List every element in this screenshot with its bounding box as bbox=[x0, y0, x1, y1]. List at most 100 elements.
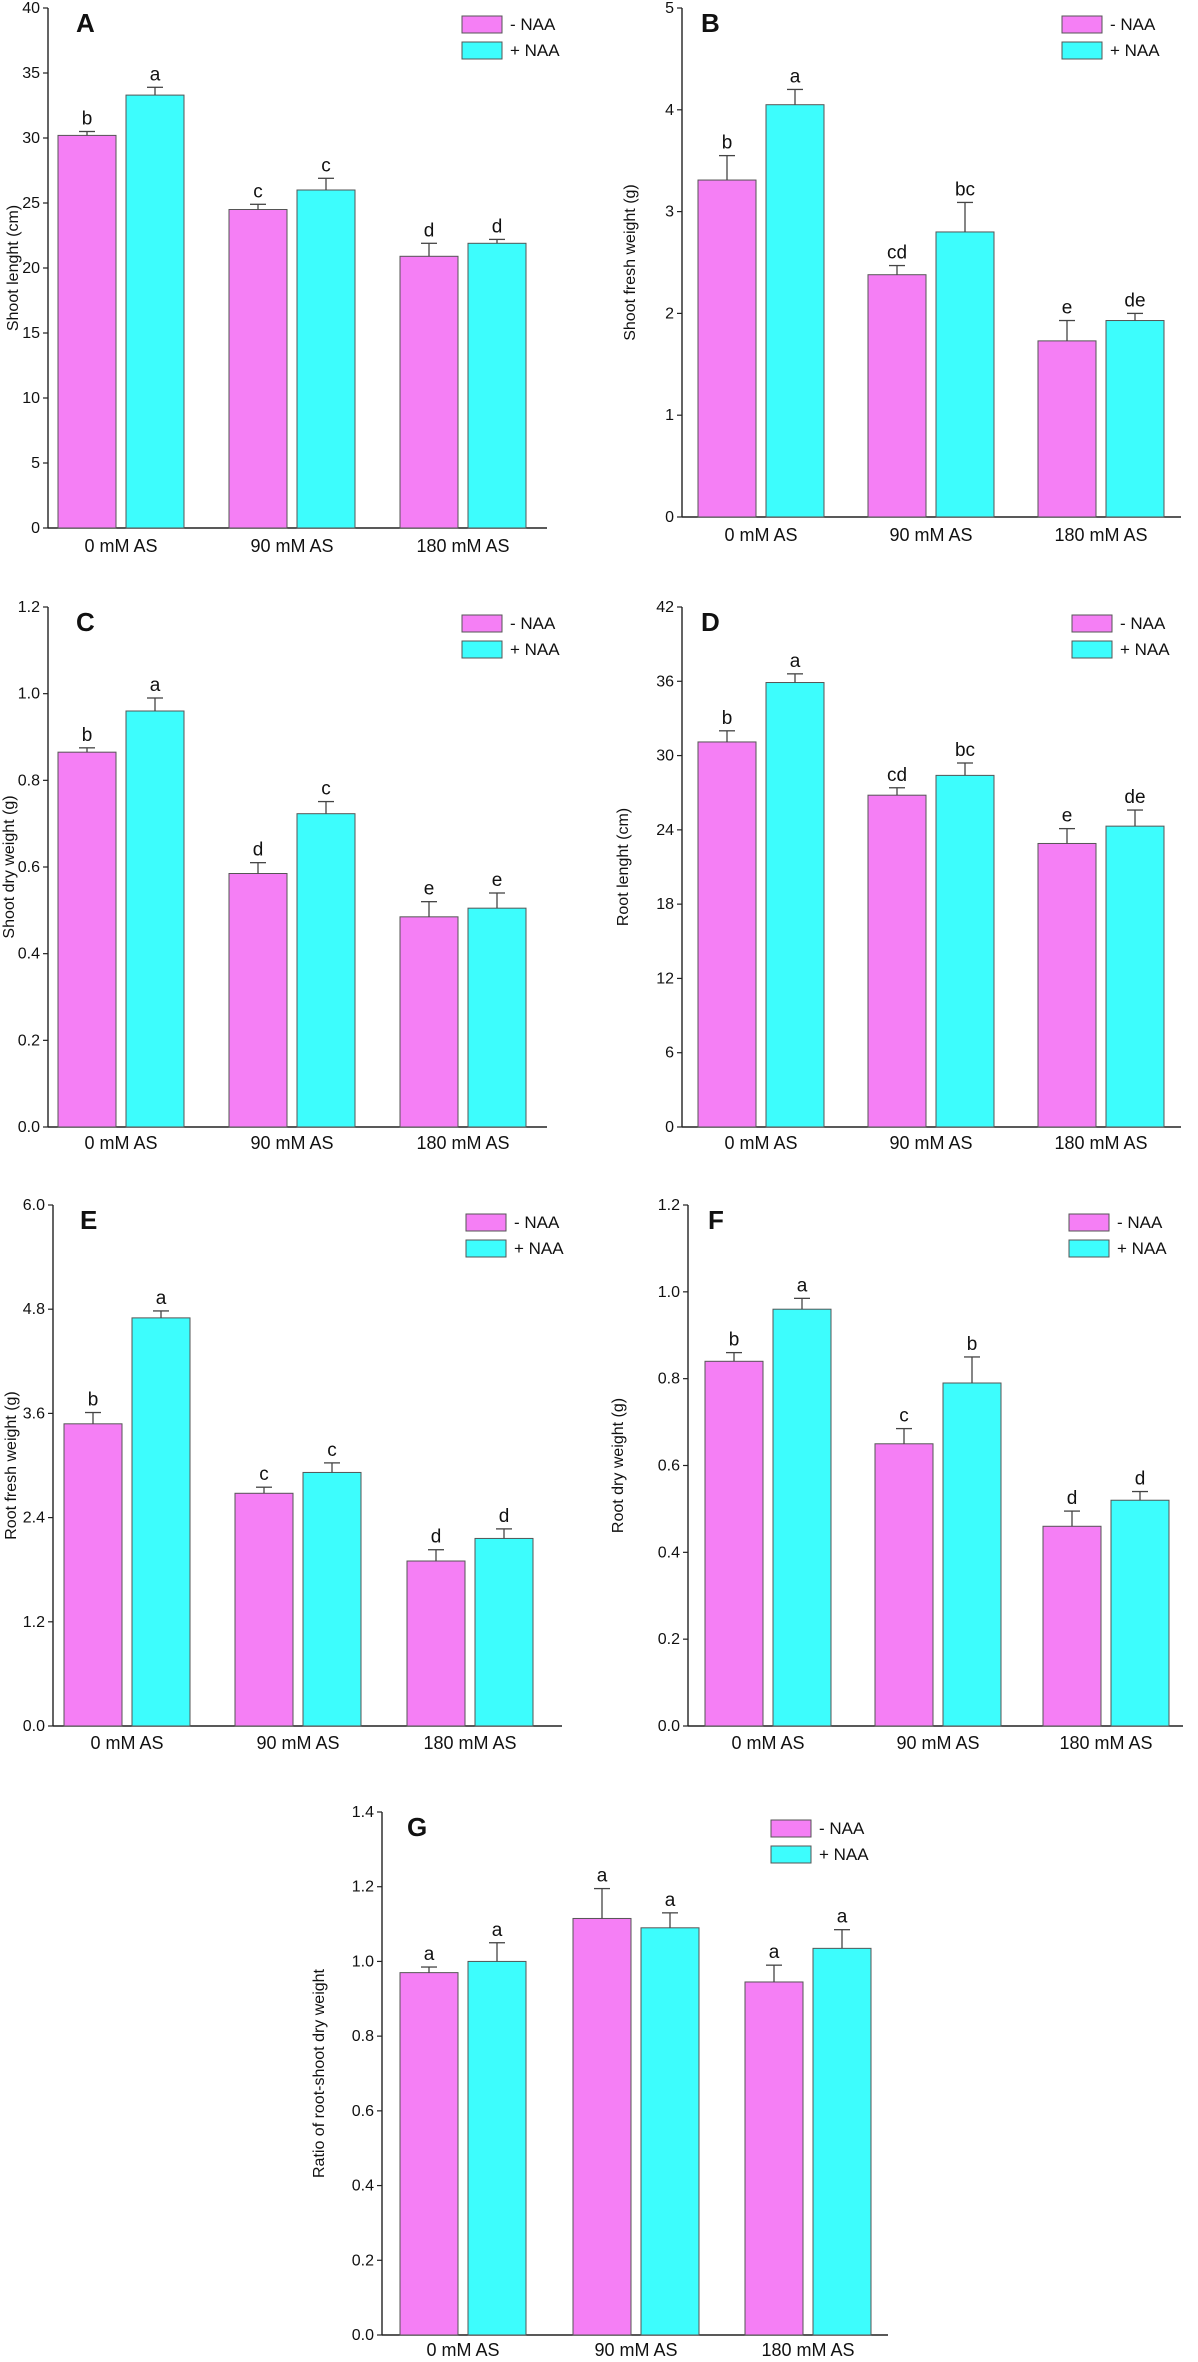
significance-letter: a bbox=[492, 1920, 503, 1941]
significance-letter: e bbox=[1062, 298, 1073, 319]
significance-letter: d bbox=[492, 216, 503, 237]
y-tick-label: 0.2 bbox=[658, 1631, 680, 1648]
legend: - NAA + NAA bbox=[770, 1819, 869, 1864]
y-axis-label: Root fresh weight (g) bbox=[3, 1391, 20, 1540]
y-tick-label: 1.2 bbox=[352, 1879, 374, 1896]
x-tick-label: 90 mM AS bbox=[256, 1733, 339, 1753]
bar bbox=[704, 1360, 764, 1727]
bar bbox=[1105, 320, 1165, 518]
y-tick-label: 0 bbox=[31, 520, 40, 537]
significance-letter: e bbox=[492, 870, 503, 891]
y-tick-label: 5 bbox=[665, 0, 674, 17]
y-tick-label: 0.4 bbox=[658, 1544, 680, 1561]
significance-letter: bc bbox=[955, 740, 975, 761]
y-tick-label: 0.8 bbox=[18, 772, 40, 789]
y-axis-label: Ratio of root-shoot dry weight bbox=[311, 1968, 328, 2178]
y-tick-label: 2.4 bbox=[23, 1510, 45, 1527]
panel-letter: G bbox=[407, 1812, 427, 1842]
y-tick-label: 0.0 bbox=[658, 1718, 680, 1735]
legend: - NAA + NAA bbox=[461, 614, 560, 659]
significance-letter: a bbox=[790, 651, 801, 672]
significance-letter: c bbox=[253, 181, 263, 202]
y-tick-label: 1.0 bbox=[352, 1953, 374, 1970]
bar bbox=[744, 1981, 804, 2336]
panel-letter: C bbox=[76, 607, 95, 637]
y-tick-label: 1 bbox=[665, 407, 674, 424]
y-tick-label: 5 bbox=[31, 455, 40, 472]
legend-label-minus-naa: - NAA bbox=[510, 15, 556, 34]
significance-letter: a bbox=[797, 1275, 808, 1296]
bar bbox=[296, 813, 356, 1128]
legend-label-minus-naa: - NAA bbox=[819, 1819, 865, 1838]
x-tick-label: 0 mM AS bbox=[426, 2340, 499, 2360]
x-tick-label: 0 mM AS bbox=[731, 1733, 804, 1753]
panel-c: 0.0 0.2 0.4 0.6 0.8 1.0 1.2 Shoot dry weight (g… bbox=[1, 599, 560, 1153]
legend: - NAA + NAA bbox=[1061, 15, 1160, 60]
bar bbox=[772, 1308, 832, 1727]
x-tick-label: 90 mM AS bbox=[594, 2340, 677, 2360]
y-tick-label: 0 bbox=[665, 509, 674, 526]
x-tick-label: 180 mM AS bbox=[1054, 1133, 1147, 1153]
bar bbox=[1110, 1499, 1170, 1727]
bar bbox=[1037, 340, 1097, 518]
y-tick-label: 2 bbox=[665, 305, 674, 322]
bar bbox=[765, 104, 825, 518]
x-tick-label: 0 mM AS bbox=[724, 1133, 797, 1153]
legend: - NAA + NAA bbox=[1071, 614, 1170, 659]
y-tick-label: 0.2 bbox=[18, 1032, 40, 1049]
panel-f: 0.0 0.2 0.4 0.6 0.8 1.0 1.2 Root dry weight (g)… bbox=[610, 1197, 1183, 1753]
x-tick-label: 90 mM AS bbox=[889, 525, 972, 545]
significance-letter: c bbox=[899, 1406, 909, 1427]
x-tick-label: 0 mM AS bbox=[90, 1733, 163, 1753]
legend-label-plus-naa: + NAA bbox=[819, 1845, 869, 1864]
legend-swatch-plus-naa bbox=[1061, 41, 1103, 60]
legend-label-plus-naa: + NAA bbox=[1110, 41, 1160, 60]
bar bbox=[697, 741, 757, 1128]
y-tick-label: 30 bbox=[22, 130, 40, 147]
legend-label-minus-naa: - NAA bbox=[1117, 1213, 1163, 1232]
bar bbox=[572, 1917, 632, 2336]
y-tick-label: 6.0 bbox=[23, 1197, 45, 1214]
legend-swatch-plus-naa bbox=[1071, 640, 1113, 659]
bar bbox=[57, 751, 117, 1128]
y-tick-label: 30 bbox=[656, 748, 674, 765]
y-axis-label: Shoot lenght (cm) bbox=[5, 205, 22, 331]
y-tick-label: 0.0 bbox=[352, 2327, 374, 2344]
significance-letter: a bbox=[150, 675, 161, 696]
significance-letter: de bbox=[1124, 787, 1145, 808]
bar bbox=[1037, 842, 1097, 1128]
bar bbox=[935, 231, 995, 518]
bar bbox=[467, 242, 527, 529]
x-tick-label: 180 mM AS bbox=[1059, 1733, 1152, 1753]
bar bbox=[942, 1382, 1002, 1727]
y-tick-label: 18 bbox=[656, 896, 674, 913]
bar bbox=[399, 1972, 459, 2336]
legend-label-minus-naa: - NAA bbox=[1110, 15, 1156, 34]
significance-letter: cd bbox=[887, 243, 907, 264]
y-tick-label: 4 bbox=[665, 102, 674, 119]
y-tick-label: 0.6 bbox=[658, 1458, 680, 1475]
significance-letter: d bbox=[499, 1506, 510, 1527]
significance-letter: c bbox=[321, 155, 331, 176]
y-tick-label: 36 bbox=[656, 673, 674, 690]
significance-letter: e bbox=[1062, 806, 1073, 827]
significance-letter: a bbox=[156, 1288, 167, 1309]
bar bbox=[474, 1537, 534, 1727]
legend-swatch-plus-naa bbox=[461, 41, 503, 60]
legend-swatch-plus-naa bbox=[770, 1845, 812, 1864]
x-tick-label: 0 mM AS bbox=[84, 1133, 157, 1153]
significance-letter: d bbox=[424, 220, 435, 241]
x-tick-label: 0 mM AS bbox=[84, 536, 157, 556]
y-tick-label: 0.6 bbox=[352, 2103, 374, 2120]
bar bbox=[57, 134, 117, 529]
bar bbox=[1042, 1525, 1102, 1727]
y-axis-label: Root dry weight (g) bbox=[610, 1398, 627, 1533]
panel-letter: E bbox=[80, 1205, 97, 1235]
significance-letter: d bbox=[253, 840, 264, 861]
y-tick-label: 42 bbox=[656, 599, 674, 616]
significance-letter: b bbox=[88, 1390, 99, 1411]
y-tick-label: 0.2 bbox=[352, 2252, 374, 2269]
significance-letter: c bbox=[259, 1464, 269, 1485]
significance-letter: c bbox=[327, 1440, 337, 1461]
